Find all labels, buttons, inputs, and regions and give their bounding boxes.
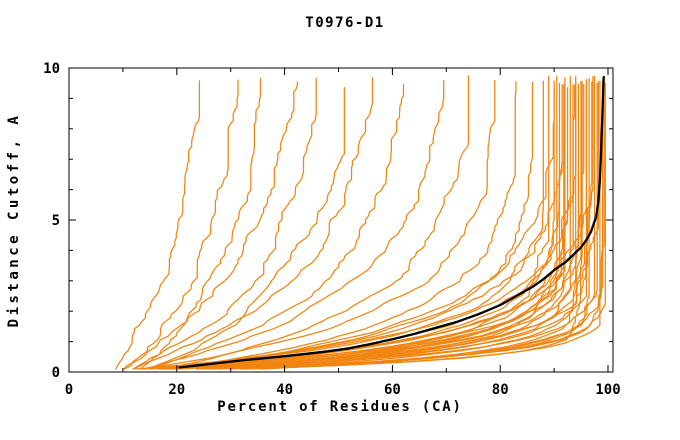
model-curve [144, 79, 496, 370]
axes-layer: 0 20 40 60 80 100 0 5 10 [43, 61, 621, 398]
model-curve [135, 80, 544, 370]
model-curve [176, 80, 555, 370]
model-curve [208, 75, 558, 370]
x-tick-label: 0 [65, 382, 73, 398]
model-curve [132, 77, 374, 370]
model-curve [156, 86, 555, 370]
model-curve [246, 80, 601, 370]
model-curve [171, 80, 599, 370]
x-axis-label: Percent of Residues (CA) [217, 399, 463, 415]
x-tick-label: 60 [384, 382, 401, 398]
model-curve [197, 75, 550, 370]
model-curve [212, 84, 576, 370]
model-curve [166, 79, 588, 370]
reference-curve [178, 75, 605, 369]
x-tick-label: 20 [168, 382, 185, 398]
model-curve [260, 82, 606, 370]
x-tick-label: 100 [595, 382, 620, 398]
model-curve [132, 77, 317, 370]
model-curve [115, 80, 201, 370]
model-curve [161, 75, 470, 370]
model-curve [195, 76, 594, 370]
model-curve [123, 81, 299, 370]
x-tick-label: 40 [276, 382, 293, 398]
model-curve [247, 81, 582, 370]
model-curve [124, 79, 239, 370]
model-curve [206, 82, 598, 370]
model-curve [241, 80, 583, 370]
model-curves-layer [115, 75, 606, 370]
y-tick-label: 10 [43, 61, 60, 77]
x-tick-label: 80 [492, 382, 509, 398]
model-curve [149, 83, 585, 370]
model-curve [150, 86, 346, 370]
model-curve [174, 84, 565, 370]
model-curve [139, 77, 262, 370]
y-axis-label: Distance Cutoff, A [6, 113, 22, 328]
model-curve [161, 81, 534, 370]
y-tick-label: 5 [52, 213, 60, 229]
model-curve [142, 80, 445, 370]
model-curve [179, 83, 580, 370]
model-curve [149, 83, 405, 370]
model-curve [177, 81, 593, 370]
y-tick-label: 0 [52, 365, 60, 381]
model-curve [218, 75, 605, 370]
model-curve [168, 81, 517, 370]
chart-title: T0976-D1 [305, 15, 384, 31]
model-curve [141, 75, 577, 370]
